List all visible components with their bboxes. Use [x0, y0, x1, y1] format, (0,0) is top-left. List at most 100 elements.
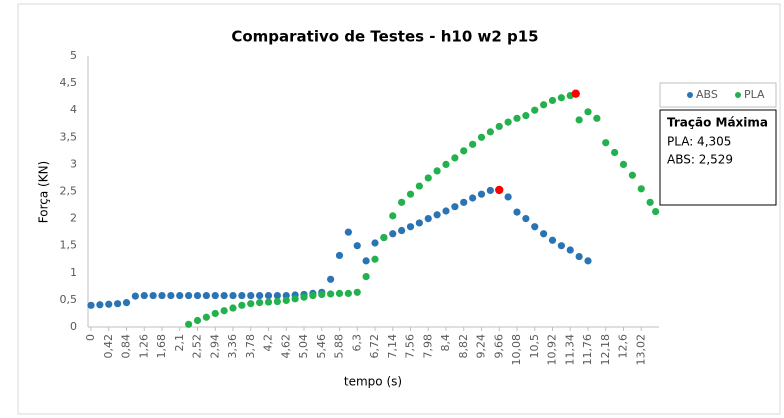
data-point — [460, 147, 468, 155]
data-point — [291, 295, 299, 303]
x-tick-label: 1,68 — [155, 334, 168, 359]
data-point — [486, 186, 494, 195]
legend-label: PLA — [744, 88, 765, 101]
x-tick-label: 2,1 — [173, 334, 186, 352]
data-point — [548, 96, 557, 105]
data-point — [247, 291, 255, 300]
x-tick-label: 1,26 — [137, 334, 150, 359]
data-point — [264, 291, 273, 300]
y-tick-label: 3,5 — [60, 130, 78, 143]
annotation-title: Tração Máxima — [667, 116, 768, 130]
data-point — [424, 215, 432, 223]
data-point — [220, 291, 228, 300]
data-point — [522, 112, 530, 120]
annotation-line: PLA: 4,305 — [667, 135, 731, 149]
data-point — [406, 223, 415, 231]
x-tick-label: 5,04 — [297, 334, 310, 359]
data-point — [531, 223, 539, 231]
data-point — [158, 291, 166, 300]
y-tick-label: 0 — [70, 320, 77, 333]
data-point — [540, 101, 548, 109]
data-point — [460, 198, 468, 206]
data-point — [211, 309, 219, 318]
data-point — [193, 291, 202, 300]
x-tick-label: 0 — [84, 334, 97, 341]
data-point — [211, 291, 219, 300]
data-point — [548, 236, 557, 244]
max-point — [571, 89, 580, 98]
data-point — [371, 239, 379, 247]
data-point — [371, 255, 379, 263]
data-point — [185, 291, 193, 300]
data-point — [353, 242, 361, 250]
data-point — [646, 198, 654, 206]
x-tick-label: 6,72 — [368, 334, 381, 359]
data-point — [96, 301, 104, 309]
x-tick-label: 6,3 — [350, 334, 363, 352]
data-point — [202, 313, 210, 321]
y-tick-label: 0,5 — [60, 293, 78, 306]
data-point — [140, 291, 148, 300]
x-tick-label: 10,5 — [528, 334, 541, 359]
data-point — [575, 252, 583, 261]
x-tick-label: 7,98 — [421, 334, 434, 359]
data-point — [273, 291, 281, 300]
data-point — [344, 289, 352, 297]
data-point — [362, 257, 370, 265]
data-point — [327, 275, 335, 283]
x-tick-label: 4,2 — [262, 334, 275, 352]
data-point — [220, 307, 228, 315]
data-point — [185, 320, 193, 328]
data-point — [353, 288, 361, 296]
chart-border — [17, 3, 781, 415]
data-point — [415, 219, 423, 227]
x-tick-label: 13,02 — [634, 334, 647, 366]
x-tick-label: 3,78 — [244, 334, 257, 359]
data-point — [433, 167, 441, 175]
data-point — [504, 118, 512, 126]
y-tick-label: 2 — [70, 212, 77, 225]
x-tick-label: 9,66 — [492, 334, 505, 359]
data-point — [335, 289, 344, 297]
data-point — [522, 215, 530, 223]
data-point — [406, 190, 415, 198]
data-point — [273, 297, 281, 306]
data-point — [424, 174, 432, 182]
data-point — [149, 291, 157, 300]
data-point — [628, 171, 636, 179]
data-point — [264, 298, 273, 306]
x-tick-label: 7,14 — [386, 334, 399, 359]
y-tick-label: 4,5 — [60, 76, 78, 89]
data-point — [229, 291, 237, 300]
data-point — [105, 300, 113, 308]
data-point — [557, 242, 565, 250]
data-point — [584, 108, 592, 116]
x-tick-label: 4,62 — [279, 334, 292, 359]
data-point — [238, 301, 246, 309]
data-point — [131, 292, 139, 300]
data-point — [398, 226, 406, 235]
data-point — [344, 228, 352, 236]
data-point — [486, 128, 494, 136]
x-tick-label: 8,82 — [457, 334, 470, 359]
y-axis-label: Força (KN) — [37, 161, 51, 223]
data-point — [540, 230, 548, 238]
x-tick-label: 8,4 — [439, 334, 452, 352]
data-point — [362, 272, 370, 281]
data-point — [584, 257, 592, 265]
data-point — [637, 185, 645, 193]
legend-marker — [687, 92, 693, 98]
legend-marker — [735, 92, 741, 98]
annotation-box — [659, 109, 777, 206]
data-point — [389, 212, 397, 220]
data-point — [256, 299, 264, 307]
data-point — [566, 246, 574, 254]
data-point — [652, 207, 660, 216]
data-point — [300, 293, 308, 301]
x-tick-label: 9,24 — [475, 334, 488, 359]
y-tick-label: 5 — [70, 49, 77, 62]
data-point — [451, 203, 459, 211]
x-tick-label: 11,76 — [581, 334, 594, 366]
x-tick-label: 2,94 — [208, 334, 221, 359]
x-tick-label: 7,56 — [404, 334, 417, 359]
